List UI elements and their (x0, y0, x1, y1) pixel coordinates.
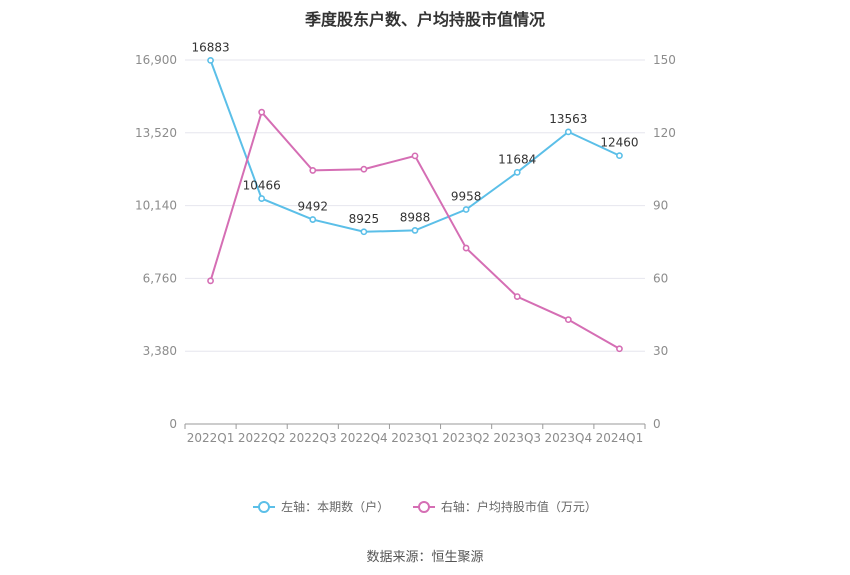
y-right-tick-label: 120 (653, 126, 676, 140)
x-tick-label: 2022Q2 (238, 431, 286, 445)
point-right (513, 293, 521, 300)
point-right (309, 167, 317, 174)
x-tick-label: 2022Q3 (289, 431, 337, 445)
y-left-tick-label: 10,140 (135, 199, 177, 213)
y-right-tick-label: 90 (653, 199, 668, 213)
point-right (360, 165, 368, 173)
point-right (564, 316, 572, 324)
point-left (564, 128, 572, 136)
x-tick-label: 2023Q4 (545, 431, 593, 445)
point-left (411, 227, 419, 234)
point-left (616, 152, 623, 160)
point-right (462, 244, 470, 252)
point-right (616, 345, 623, 353)
point-left (309, 216, 317, 223)
data-label: 12460 (600, 136, 638, 150)
legend-item-right-series[interactable]: 右轴：户均持股市值（万元） (412, 498, 597, 515)
y-left-tick-label: 0 (169, 417, 177, 431)
y-right-tick-label: 30 (653, 344, 668, 358)
x-tick-label: 2022Q1 (187, 431, 235, 445)
data-label: 9958 (451, 190, 482, 204)
chart-title: 季度股东户数、户均持股市值情况 (304, 10, 545, 29)
chart-legend: 左轴：本期数（户） 右轴：户均持股市值（万元） (0, 498, 850, 516)
x-tick-label: 2023Q3 (493, 431, 541, 445)
point-left (360, 228, 368, 236)
legend-label-right-series: 右轴：户均持股市值（万元） (440, 500, 597, 514)
legend-swatch-right-icon (412, 500, 435, 513)
x-tick-label: 2024Q1 (596, 431, 644, 445)
source-note: 数据来源：恒生聚源 (366, 550, 484, 565)
point-left (207, 56, 214, 64)
x-tick-label: 2022Q4 (340, 431, 388, 445)
x-tick-label: 2023Q1 (391, 431, 439, 445)
y-right-tick-label: 60 (653, 271, 668, 285)
y-left-tick-label: 3,380 (143, 344, 177, 358)
legend-swatch-left-icon (253, 500, 276, 513)
data-label: 10466 (243, 179, 281, 193)
point-left (462, 206, 470, 213)
axes: 0 3,380 6,760 10,140 13,520 16,900 0 30 60 90 120 1… (135, 53, 676, 445)
data-label: 8925 (349, 212, 380, 226)
data-label: 8988 (400, 210, 431, 224)
y-left-tick-label: 16,900 (135, 53, 177, 67)
data-label: 13563 (549, 112, 587, 126)
series-lines (207, 56, 623, 353)
y-right-tick-label: 0 (653, 417, 661, 431)
point-left (513, 168, 521, 176)
legend-label-left-series: 左轴：本期数（户） (281, 500, 390, 514)
data-labels: 16883 10466 9492 8925 8988 9958 11684 13563 1246… (191, 40, 638, 225)
y-left-tick-label: 6,760 (143, 271, 177, 285)
data-label: 11684 (498, 152, 536, 166)
point-left (258, 195, 266, 202)
grid-lines (185, 59, 645, 352)
point-right (411, 152, 419, 160)
data-label: 16883 (191, 40, 229, 54)
data-label: 9492 (298, 200, 329, 214)
x-tick-label: 2023Q2 (442, 431, 490, 445)
y-left-tick-label: 13,520 (135, 126, 177, 140)
y-right-tick-label: 150 (653, 53, 676, 67)
point-right (258, 108, 266, 116)
point-right (207, 277, 214, 285)
legend-item-left-series[interactable]: 左轴：本期数（户） (253, 498, 389, 515)
